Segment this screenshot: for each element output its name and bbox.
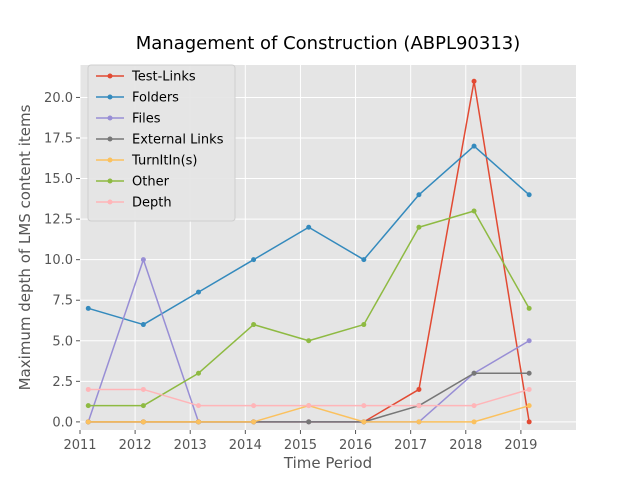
data-point <box>306 338 312 344</box>
data-point <box>471 403 477 409</box>
legend-item-files: Files <box>96 112 161 127</box>
data-point <box>140 386 146 392</box>
data-point <box>416 403 422 409</box>
legend-label: TurnItIn(s) <box>131 154 197 169</box>
legend-label: External Links <box>132 133 224 148</box>
legend-marker <box>107 115 113 121</box>
legend-label: Depth <box>132 196 172 211</box>
legend-item-turnitin-s: TurnItIn(s) <box>96 154 197 169</box>
data-point <box>140 257 146 263</box>
data-point <box>471 370 477 376</box>
x-tick-label: 2016 <box>339 438 372 453</box>
legend-marker <box>107 136 113 142</box>
legend-marker <box>107 94 113 100</box>
legend-label: Files <box>132 112 161 127</box>
legend-item-external-links: External Links <box>96 133 224 148</box>
y-tick-label: 10.0 <box>44 253 73 268</box>
y-tick-label: 15.0 <box>44 172 73 187</box>
data-point <box>140 322 146 328</box>
legend-label: Folders <box>132 91 179 106</box>
data-point <box>306 403 312 409</box>
data-point <box>416 419 422 425</box>
data-point <box>85 305 91 311</box>
y-tick-label: 2.5 <box>52 375 73 390</box>
data-point <box>251 322 257 328</box>
data-point <box>471 208 477 214</box>
data-point <box>416 224 422 230</box>
data-point <box>526 419 532 425</box>
data-point <box>140 419 146 425</box>
y-tick-label: 20.0 <box>44 91 73 106</box>
x-tick-label: 2012 <box>119 438 152 453</box>
legend-label: Other <box>132 175 170 190</box>
data-point <box>526 386 532 392</box>
data-point <box>251 419 257 425</box>
x-tick-label: 2019 <box>504 438 537 453</box>
legend: Test-Links Folders Files External Links Turn… <box>87 64 236 222</box>
legend-item-other: Other <box>96 175 170 190</box>
y-tick-label: 5.0 <box>52 334 73 349</box>
y-tick-label: 0.0 <box>52 415 73 430</box>
x-tick-label: 2011 <box>63 438 96 453</box>
data-point <box>306 419 312 425</box>
data-point <box>416 386 422 392</box>
legend-item-folders: Folders <box>96 91 179 106</box>
data-point <box>471 78 477 84</box>
data-point <box>471 419 477 425</box>
legend-marker <box>107 178 113 184</box>
series-depth <box>85 386 532 409</box>
legend-marker <box>107 73 113 79</box>
data-point <box>526 192 532 198</box>
data-point <box>85 386 91 392</box>
x-tick-label: 2015 <box>284 438 317 453</box>
legend-marker <box>107 199 113 205</box>
data-point <box>85 403 91 409</box>
data-point <box>361 322 367 328</box>
x-tick-label: 2014 <box>229 438 262 453</box>
x-axis-ticks: 2011 2012 2013 2014 2015 2016 2017 2018 2019 <box>63 430 537 453</box>
data-point <box>526 370 532 376</box>
data-point <box>526 338 532 344</box>
y-axis-ticks: 0.0 2.5 5.0 7.5 10.0 12.5 15.0 17.5 20.0 <box>44 91 80 430</box>
y-tick-label: 7.5 <box>52 294 73 309</box>
legend-item-test-links: Test-Links <box>96 70 196 85</box>
x-tick-label: 2017 <box>394 438 427 453</box>
y-axis-label: Maximum depth of LMS content items <box>16 104 34 390</box>
data-point <box>471 143 477 149</box>
x-tick-label: 2013 <box>174 438 207 453</box>
data-point <box>195 419 201 425</box>
data-point <box>195 289 201 295</box>
series-layer <box>85 78 532 425</box>
legend-box <box>87 64 236 222</box>
data-point <box>251 257 257 263</box>
data-point <box>416 192 422 198</box>
chart-title: Management of Construction (ABPL90313) <box>136 33 521 54</box>
data-point <box>361 403 367 409</box>
data-point <box>526 305 532 311</box>
y-tick-label: 17.5 <box>44 132 73 147</box>
data-point <box>140 403 146 409</box>
grid <box>79 65 576 430</box>
x-tick-label: 2018 <box>449 438 482 453</box>
data-point <box>251 403 257 409</box>
data-point <box>361 257 367 263</box>
y-tick-label: 12.5 <box>44 213 73 228</box>
data-point <box>195 403 201 409</box>
legend-item-depth: Depth <box>96 196 172 211</box>
data-point <box>195 370 201 376</box>
legend-marker <box>107 157 113 163</box>
data-point <box>306 224 312 230</box>
data-point <box>361 419 367 425</box>
data-point <box>85 419 91 425</box>
x-axis-label: Time Period <box>283 454 372 472</box>
legend-label: Test-Links <box>131 70 196 85</box>
data-point <box>526 403 532 409</box>
